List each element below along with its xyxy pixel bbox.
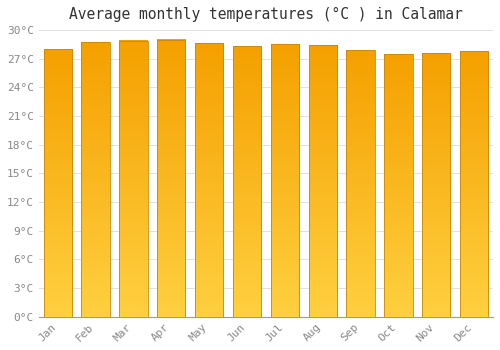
Bar (346, 50, 375, 317)
Bar (82, 42, 110, 317)
Bar (422, 53, 450, 317)
Bar (119, 41, 148, 317)
Bar (195, 43, 224, 317)
Title: Average monthly temperatures (°C ) in Calamar: Average monthly temperatures (°C ) in Ca… (69, 7, 463, 22)
Bar (157, 40, 186, 317)
Bar (233, 46, 261, 317)
Bar (460, 51, 488, 317)
Bar (384, 54, 412, 317)
Bar (44, 49, 72, 317)
Bar (270, 44, 299, 317)
Bar (308, 46, 337, 317)
